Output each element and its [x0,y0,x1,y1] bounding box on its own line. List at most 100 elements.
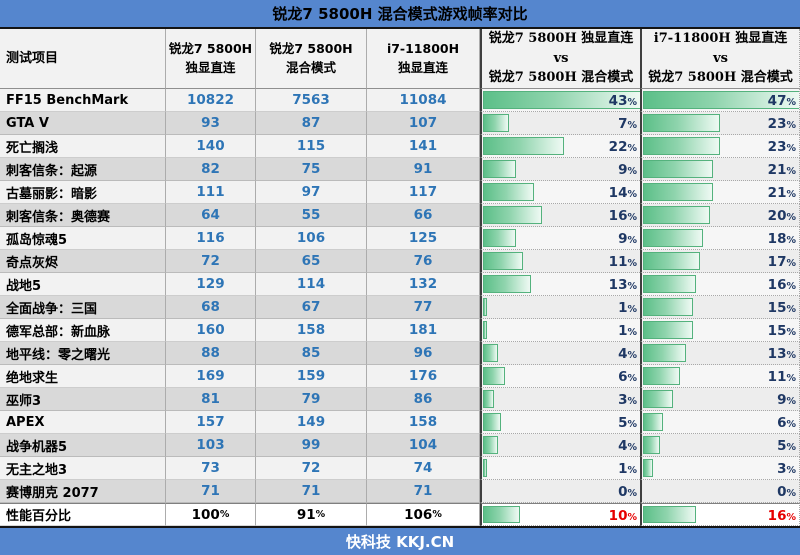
game-name-cell: 刺客信条：奥德赛 [0,204,166,227]
i7-direct-cell-value: 132 [408,276,438,292]
percent-label: 7% [618,112,637,134]
percent-value: 43 [608,93,628,109]
i7-direct-cell-value: 66 [413,207,433,223]
i7-direct-cell: 117 [367,181,480,204]
ryzen-direct-cell-value: 71 [201,483,220,499]
vs-vs2-bar-cell: 15% [640,319,800,342]
percent-value: 4 [618,346,628,362]
ryzen-hybrid-cell: 99 [256,434,367,457]
ryzen-direct-cell: 169 [166,365,256,388]
col-header-test-item: 测试项目 [0,29,166,89]
ryzen-direct-cell: 64 [166,204,256,227]
ryzen-direct-cell: 93 [166,112,256,135]
col-header-ryzen-hybrid: 锐龙7 5800H 混合模式 [256,29,367,89]
vs-vs2-bar-cell: 3% [640,457,800,480]
ryzen-direct-cell: 140 [166,135,256,158]
data-bar [483,91,640,109]
ryzen-hybrid-cell-value: 97 [301,184,321,200]
percent-label: 43% [609,89,637,111]
ryzen-direct-cell-value: 157 [196,414,225,430]
i7-direct-cell: 141 [367,135,480,158]
data-bar [483,344,498,362]
percent-sign: % [786,465,796,476]
ryzen-direct-cell-value: 100 [191,506,220,523]
ryzen-direct-cell-value: 140 [196,138,225,154]
ryzen-hybrid-cell: 115 [256,135,367,158]
ryzen-direct-cell: 111 [166,181,256,204]
percent-value: 5 [777,438,787,454]
data-bar [483,390,495,408]
ryzen-hybrid-cell: 7563 [256,89,367,112]
ryzen-hybrid-cell: 75 [256,158,367,181]
ryzen-direct-cell-value: 73 [201,460,220,476]
data-bar [483,298,487,316]
percent-value: 23 [767,139,787,155]
col-header-vs-ryzen: 锐龙7 5800H 独显直连 vs 锐龙7 5800H 混合模式 [480,29,640,89]
vs-vs2-bar-cell: 11% [640,365,800,388]
ryzen-direct-cell-value: 72 [201,253,220,269]
percent-value: 5 [618,415,628,431]
vs-vs2-bar-cell: 16% [640,503,800,526]
percent-sign: % [627,120,637,131]
percent-sign: % [627,465,637,476]
i7-direct-cell-value: 181 [408,322,438,338]
ryzen-hybrid-cell: 97 [256,181,367,204]
vs-vs1-bar-cell: 14% [480,181,640,204]
percent-sign: % [786,350,796,361]
col-header-vs-i7: i7-11800H 独显直连 vs 锐龙7 5800H 混合模式 [640,29,800,89]
game-name-cell: 巫师3 [0,388,166,411]
game-name-cell-value: 奇点灰烬 [6,255,59,271]
percent-value: 9 [777,392,787,408]
vs-vs2-bar-cell: 17% [640,250,800,273]
i7-direct-cell: 96 [367,342,480,365]
game-name-cell: 孤岛惊魂5 [0,227,166,250]
ryzen-hybrid-cell-value: 115 [296,138,326,154]
vs-vs1-bar-cell: 4% [480,434,640,457]
i7-direct-cell: 76 [367,250,480,273]
percent-value: 13 [767,346,787,362]
ryzen-hybrid-cell-value: 72 [301,460,321,476]
game-name-cell: APEX [0,411,166,434]
ryzen-hybrid-cell-value: 71 [301,483,321,499]
percent-value: 0 [618,484,628,500]
percent-label: 15% [768,296,796,318]
percent-label: 23% [768,135,796,157]
i7-direct-cell-value: 74 [413,460,433,476]
data-bar [483,436,498,454]
game-name-cell-value: 巫师3 [6,393,42,409]
i7-direct-cell: 132 [367,273,480,296]
vs-vs2-bar-cell: 6% [640,411,800,434]
percent-label: 9% [777,388,796,410]
data-bar [483,229,517,247]
i7-direct-cell: 104 [367,434,480,457]
data-bar [643,436,660,454]
ryzen-hybrid-cell-value: 65 [301,253,321,269]
percent-sign: % [627,166,637,177]
vs-vs2-bar-cell: 5% [640,434,800,457]
ryzen-direct-cell-value: 64 [201,207,220,223]
game-name-cell-value: 战地5 [6,278,42,294]
percent-label: 18% [768,227,796,249]
ryzen-direct-cell-value: 111 [196,184,225,200]
percent-sign: % [627,442,637,453]
percent-sign: % [786,327,796,338]
ryzen-direct-cell: 71 [166,480,256,503]
i7-direct-cell-value: 96 [413,345,433,361]
i7-direct-cell-value: 125 [408,230,438,246]
data-bar [483,275,531,293]
data-bar [483,206,542,224]
percent-value: 13 [608,277,628,293]
percent-label: 20% [768,204,796,226]
ryzen-hybrid-cell-value: 158 [296,322,326,338]
game-name-cell-value: 孤岛惊魂5 [6,232,68,248]
percent-label: 6% [618,365,637,387]
data-bar [643,298,694,316]
ryzen-direct-cell: 103 [166,434,256,457]
i7-direct-cell: 106% [367,503,480,526]
game-name-cell-value: 无主之地3 [6,462,68,478]
percent-value: 20 [767,208,787,224]
percent-value: 7 [618,116,628,132]
data-bar [643,114,720,132]
ryzen-direct-cell: 68 [166,296,256,319]
percent-sign: % [786,442,796,453]
